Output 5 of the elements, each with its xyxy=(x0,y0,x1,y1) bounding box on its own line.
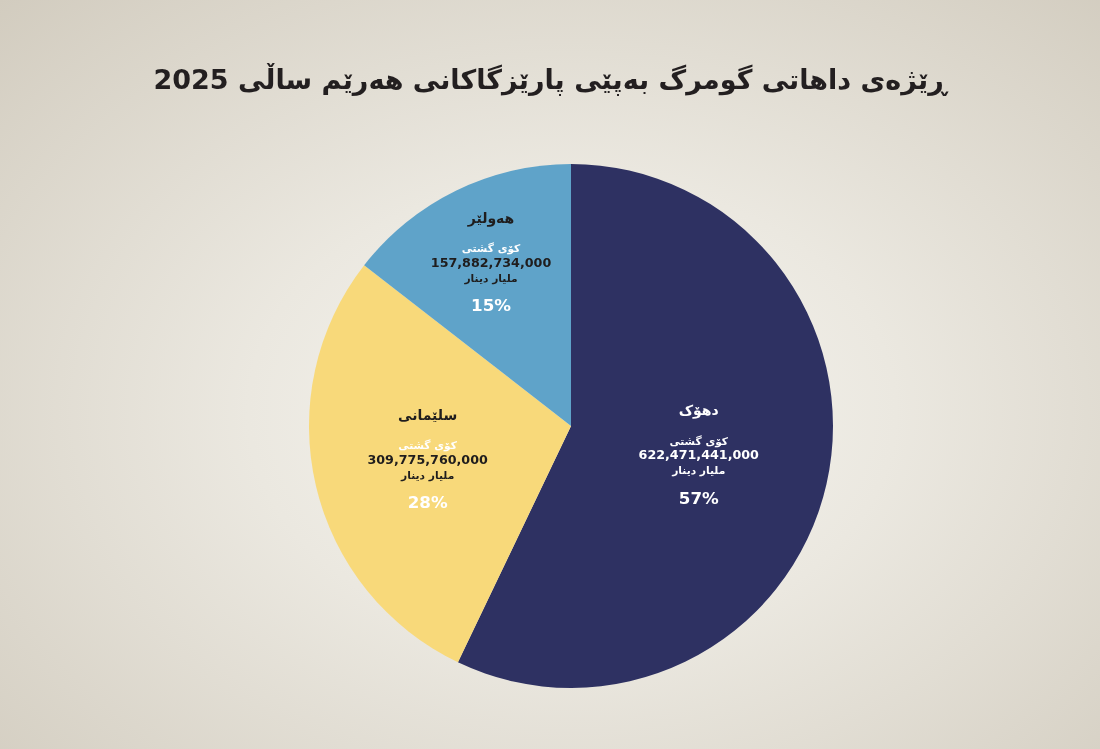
pie-slice xyxy=(364,164,571,426)
slice-label: هەولێر xyxy=(466,209,515,227)
slice-label: سلێمانی xyxy=(397,406,458,423)
slice-label: دهۆک xyxy=(678,402,719,420)
chart-title: ڕێژەی داهاتی گومرگ بەپێی پارێزگاکانی هەرێم ساڵی 2025 xyxy=(153,63,950,97)
